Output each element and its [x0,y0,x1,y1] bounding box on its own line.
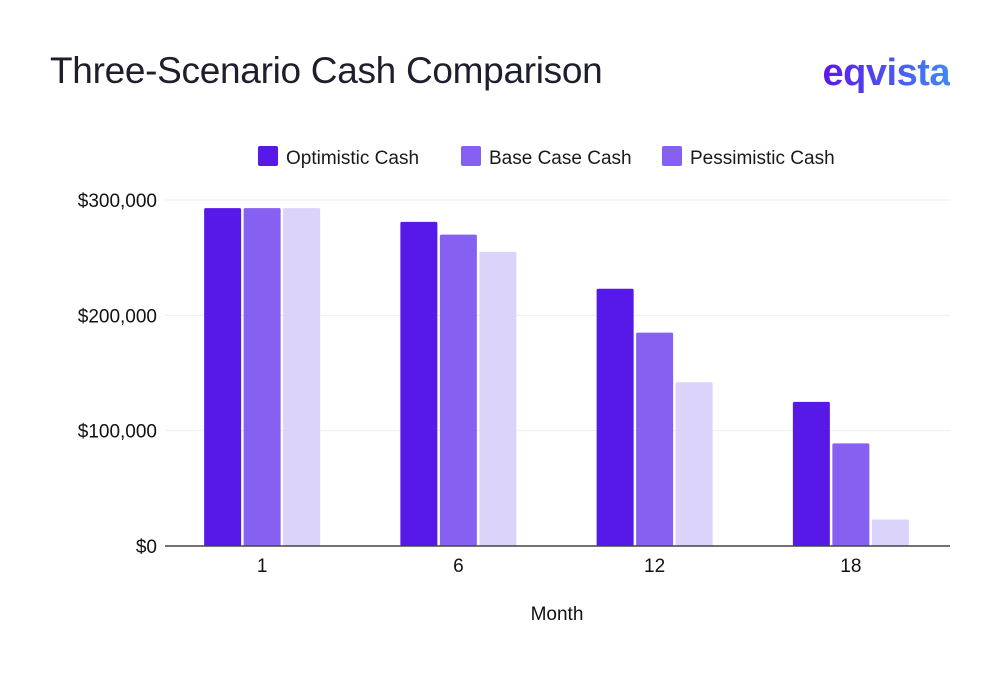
y-tick-label: $200,000 [78,306,157,327]
bar-optimistic-cash [400,221,438,546]
bar-base-case-cash [832,443,870,546]
bar-base-case-cash [439,234,477,546]
bar-pessimistic-cash [283,208,321,546]
bar-pessimistic-cash [675,382,713,546]
legend-swatch [662,146,682,166]
x-tick-label: 12 [644,556,665,577]
bar-pessimistic-cash [871,519,909,546]
y-tick-label: $300,000 [78,191,157,212]
logo-text: eqvista [822,52,951,94]
legend-label: Base Case Cash [489,148,632,169]
legend-label: Pessimistic Cash [690,148,835,169]
legend-label: Optimistic Cash [286,148,419,169]
y-tick-label: $100,000 [78,422,157,443]
legend-swatch [258,146,278,166]
x-tick-label: 6 [453,556,464,577]
bar-optimistic-cash [596,288,634,546]
x-tick-label: 18 [840,556,861,577]
bar-optimistic-cash [204,208,242,546]
chart-title: Three-Scenario Cash Comparison [50,50,603,91]
x-axis-title: Month [531,604,584,625]
legend-swatch [461,146,481,166]
x-tick-label: 1 [257,556,268,577]
eqvista-logo: eqvista [822,52,951,95]
bar-optimistic-cash [792,401,830,546]
bar-pessimistic-cash [479,251,517,546]
y-tick-label: $0 [136,537,157,558]
bar-base-case-cash [636,332,674,546]
bar-base-case-cash [243,208,281,546]
